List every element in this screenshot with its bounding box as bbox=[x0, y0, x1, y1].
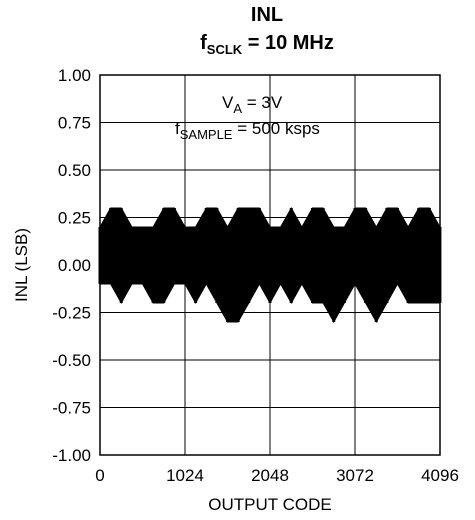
annotation-fsample-subscript: SAMPLE bbox=[180, 127, 233, 142]
x-tick-label: 1024 bbox=[166, 466, 204, 485]
annotation-va: VA = 3V bbox=[222, 93, 283, 116]
y-tick-label: 0.25 bbox=[58, 209, 91, 228]
chart-title: INL bbox=[251, 4, 283, 26]
subtitle-rest: = 10 MHz bbox=[242, 32, 334, 54]
y-tick-label: -0.75 bbox=[52, 399, 91, 418]
x-tick-label: 4096 bbox=[421, 466, 459, 485]
annotation-va-subscript: A bbox=[233, 101, 242, 116]
x-tick-label: 2048 bbox=[251, 466, 289, 485]
plot-area: 1.00 0.75 0.50 0.25 0.00 -0.25 -0.50 -0.75 -1.00… bbox=[52, 66, 459, 485]
subtitle-subscript: SCLK bbox=[207, 42, 243, 57]
y-tick-label: -1.00 bbox=[52, 446, 91, 465]
y-tick-label: 0.75 bbox=[58, 114, 91, 133]
x-axis-label: OUTPUT CODE bbox=[208, 495, 331, 514]
subtitle-main: f bbox=[200, 32, 207, 54]
x-axis-ticks: 0 1024 2048 3072 4096 bbox=[95, 466, 459, 485]
x-tick-label: 0 bbox=[95, 466, 104, 485]
y-tick-label: -0.50 bbox=[52, 351, 91, 370]
y-axis-ticks: 1.00 0.75 0.50 0.25 0.00 -0.25 -0.50 -0.75 -1.00 bbox=[52, 66, 91, 465]
y-axis-label: INL (LSB) bbox=[12, 228, 31, 302]
annotation-va-rest: = 3V bbox=[242, 93, 283, 112]
annotation-fsample-rest: = 500 ksps bbox=[232, 119, 319, 138]
y-tick-label: 0.50 bbox=[58, 161, 91, 180]
y-tick-label: -0.25 bbox=[52, 304, 91, 323]
y-tick-label: 1.00 bbox=[58, 66, 91, 85]
annotation-va-main: V bbox=[222, 93, 234, 112]
y-tick-label: 0.00 bbox=[58, 256, 91, 275]
chart-subtitle: fSCLK = 10 MHz bbox=[200, 32, 334, 57]
annotation-fsample: fSAMPLE = 500 ksps bbox=[175, 119, 320, 142]
inl-series bbox=[98, 206, 442, 324]
x-tick-label: 3072 bbox=[336, 466, 374, 485]
annotation-fsample-main: f bbox=[175, 119, 180, 138]
